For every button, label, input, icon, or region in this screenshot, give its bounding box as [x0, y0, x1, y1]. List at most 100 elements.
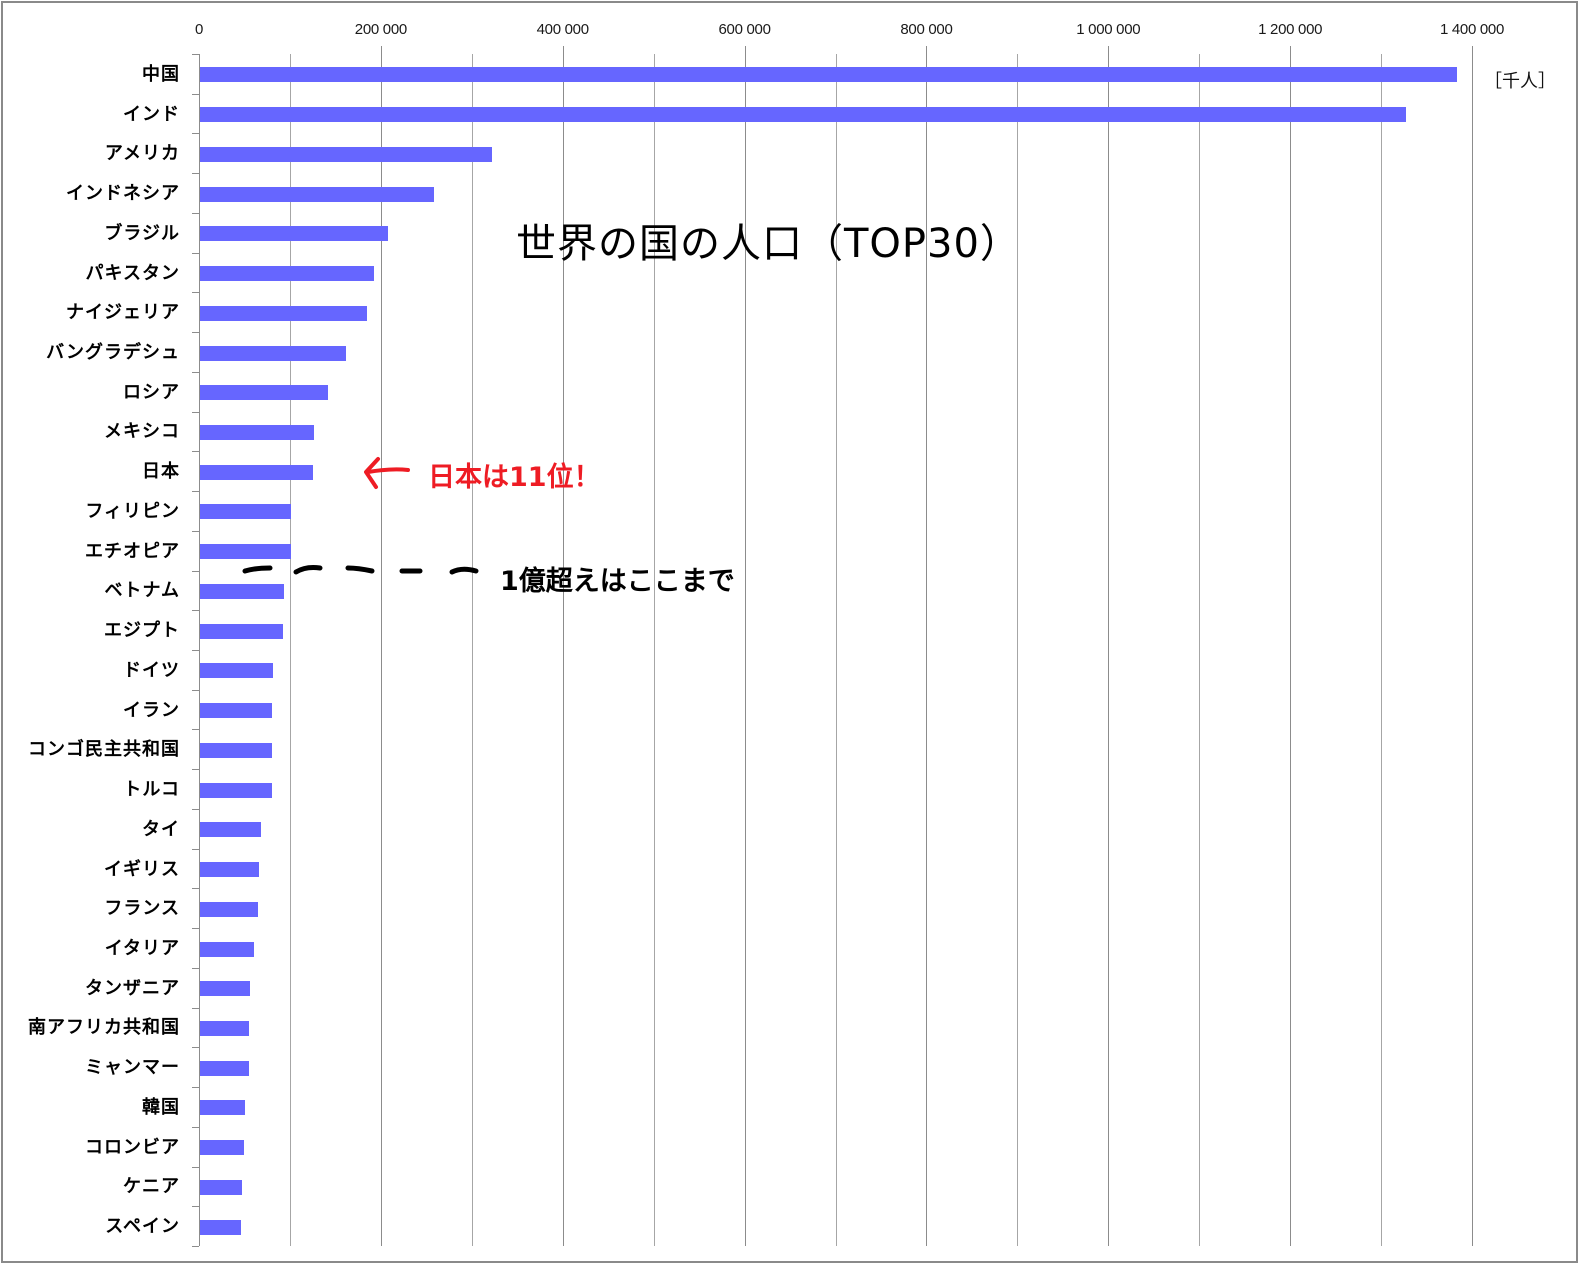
category-tick	[192, 173, 199, 175]
gridline	[653, 54, 655, 1246]
bar	[199, 941, 255, 957]
category-tick	[192, 371, 199, 373]
gridline	[1199, 54, 1201, 1246]
category-label: コンゴ民主共和国	[28, 739, 180, 761]
bar	[199, 544, 291, 560]
category-tick	[192, 332, 199, 334]
category-tick	[192, 133, 199, 135]
hand-drawn-dashed-line	[242, 565, 479, 575]
gridline	[289, 54, 291, 1246]
x-tick-label: 1 400 000	[1439, 21, 1505, 38]
gridline	[835, 54, 837, 1246]
bar	[199, 464, 313, 480]
category-label: ドイツ	[123, 659, 180, 681]
category-tick	[192, 411, 199, 413]
chart-title: 世界の国の人口（TOP30）	[516, 221, 1021, 267]
x-tick-label: 400 000	[536, 21, 589, 38]
category-tick	[192, 848, 199, 850]
category-tick	[192, 491, 199, 493]
bar	[199, 1140, 245, 1156]
gridline	[1472, 46, 1473, 1246]
category-label: ケニア	[123, 1176, 180, 1198]
bar	[199, 583, 284, 599]
category-label: 中国	[142, 63, 180, 85]
bar	[199, 226, 389, 242]
bar	[199, 1100, 246, 1116]
category-label: 南アフリカ共和国	[28, 1017, 180, 1039]
bar	[199, 703, 272, 719]
category-label: インド	[123, 103, 180, 125]
bar	[199, 266, 374, 282]
category-label: アメリカ	[104, 143, 180, 165]
category-tick	[192, 530, 199, 532]
category-tick	[192, 729, 199, 731]
category-tick	[192, 1087, 199, 1089]
category-tick	[192, 1126, 199, 1128]
bar	[199, 305, 368, 321]
bar	[199, 1020, 249, 1036]
category-label: パキスタン	[85, 262, 180, 284]
bar	[199, 663, 273, 679]
category-label: フィリピン	[85, 500, 180, 522]
category-label: バングラデシュ	[46, 342, 180, 363]
bar	[199, 385, 329, 401]
category-label: ロシア	[123, 381, 180, 403]
x-tick-label: 1 000 000	[1076, 21, 1141, 38]
category-tick	[192, 1047, 199, 1049]
left-arrow-icon	[364, 457, 410, 489]
bar	[199, 1219, 241, 1235]
bar	[199, 186, 434, 202]
gridline	[1290, 46, 1292, 1246]
category-tick	[192, 1166, 199, 1168]
unit-label: ［千人］	[1484, 71, 1556, 92]
category-tick	[192, 93, 199, 95]
category-label: ベトナム	[104, 580, 180, 602]
x-tick-label: 800 000	[900, 21, 953, 38]
category-tick	[192, 888, 199, 890]
gridline	[562, 46, 564, 1246]
category-label: タイ	[142, 818, 180, 840]
category-label: エチオピア	[85, 540, 180, 562]
category-label: イギリス	[104, 858, 180, 880]
category-tick	[192, 610, 199, 612]
category-label: イタリア	[104, 938, 180, 959]
category-tick	[192, 928, 199, 930]
x-tick-label: 0	[194, 21, 204, 38]
category-tick	[192, 769, 199, 771]
gridline	[471, 54, 473, 1246]
x-tick-label: 1 200 000	[1258, 21, 1323, 38]
category-tick	[192, 212, 199, 214]
category-tick	[192, 1246, 199, 1247]
gridline	[1381, 54, 1383, 1246]
category-label: メキシコ	[104, 421, 180, 443]
bar	[199, 782, 272, 798]
category-tick	[192, 650, 199, 651]
bar	[199, 146, 492, 162]
bar	[199, 742, 272, 758]
bar	[199, 107, 1406, 123]
category-label: コロンビア	[85, 1136, 180, 1158]
category-tick	[192, 54, 199, 55]
category-label: タンザニア	[85, 977, 180, 999]
gridline	[744, 46, 746, 1246]
category-label: インドネシア	[66, 183, 180, 205]
category-tick	[192, 1007, 199, 1009]
over-100-million-annotation: 1億超えはここまで	[500, 566, 735, 597]
bar	[199, 901, 259, 917]
bar	[199, 345, 347, 361]
bar	[199, 822, 261, 838]
bar	[199, 1060, 249, 1076]
gridline	[926, 46, 928, 1246]
bar	[199, 67, 1457, 83]
category-label: ミャンマー	[85, 1057, 180, 1079]
category-label: イラン	[123, 699, 180, 721]
category-label: スペイン	[105, 1216, 180, 1238]
bar	[199, 424, 315, 440]
bar	[199, 862, 259, 878]
gridline	[1108, 46, 1110, 1246]
category-label: ナイジェリア	[66, 302, 180, 324]
category-tick	[192, 1206, 199, 1208]
bar	[199, 623, 283, 639]
gridline	[380, 46, 382, 1246]
category-label: トルコ	[123, 779, 180, 801]
